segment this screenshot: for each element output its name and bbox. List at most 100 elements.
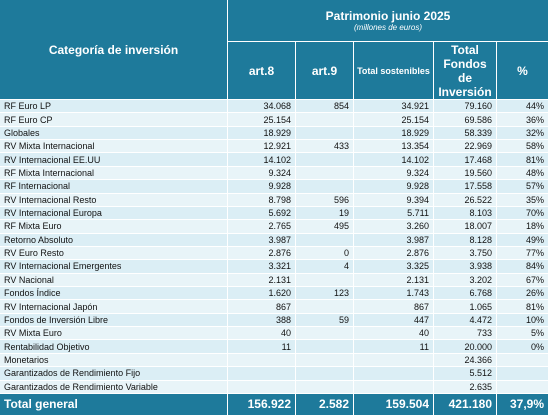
category-header: Categoría de inversión	[0, 0, 228, 100]
cell: 18%	[497, 220, 549, 234]
cell	[497, 380, 549, 394]
cell: 854	[296, 100, 354, 114]
column-header: art.9	[296, 42, 354, 100]
cell: 1.620	[228, 287, 296, 301]
row-label: RF Euro CP	[0, 113, 228, 127]
cell	[296, 233, 354, 247]
cell: 48%	[497, 166, 549, 181]
row-label: RV Mixta Internacional	[0, 140, 228, 154]
cell: 44%	[497, 100, 549, 114]
cell: 3.750	[434, 246, 497, 261]
cell: 4	[296, 260, 354, 274]
row-label: Retorno Absoluto	[0, 233, 228, 247]
total-label: Total general	[0, 393, 228, 416]
cell: 9.324	[354, 166, 434, 181]
cell	[296, 166, 354, 181]
cell: 67%	[497, 273, 549, 288]
cell: 14.102	[228, 153, 296, 167]
row-label: RV Euro Resto	[0, 246, 228, 261]
cell: 5.512	[434, 367, 497, 381]
cell: 9.324	[228, 166, 296, 181]
cell: 59	[296, 313, 354, 328]
row-label: RV Internacional Japón	[0, 300, 228, 314]
cell: 0%	[497, 340, 549, 354]
row-label: Monetarios	[0, 353, 228, 368]
column-header: Total Fondos de Inversión	[434, 42, 497, 100]
row-label: RV Internacional Europa	[0, 206, 228, 221]
cell: 867	[228, 300, 296, 314]
cell	[228, 353, 296, 368]
row-label: RF Mixta Euro	[0, 220, 228, 234]
cell: 447	[354, 313, 434, 328]
cell	[296, 353, 354, 368]
cell	[296, 367, 354, 381]
cell: 22.969	[434, 140, 497, 154]
cell: 26%	[497, 287, 549, 301]
cell: 58.339	[434, 126, 497, 141]
cell: 8.103	[434, 206, 497, 221]
cell	[228, 367, 296, 381]
title: Patrimonio junio 2025	[325, 9, 451, 23]
cell: 24.366	[434, 353, 497, 368]
row-label: Garantizados de Rendimiento Variable	[0, 380, 228, 394]
row-label: RV Internacional EE.UU	[0, 153, 228, 167]
cell	[228, 380, 296, 394]
cell: 9.928	[228, 180, 296, 194]
cell: 5%	[497, 327, 549, 341]
cell: 13.354	[354, 140, 434, 154]
cell: 2.876	[228, 246, 296, 261]
cell: 3.987	[354, 233, 434, 247]
row-label: RV Internacional Resto	[0, 193, 228, 207]
cell: 81%	[497, 153, 549, 167]
cell: 123	[296, 287, 354, 301]
cell: 3.325	[354, 260, 434, 274]
cell: 9.928	[354, 180, 434, 194]
total-cell: 2.582	[296, 393, 354, 416]
row-label: RV Mixta Euro	[0, 327, 228, 341]
cell: 867	[354, 300, 434, 314]
cell: 2.131	[354, 273, 434, 288]
cell	[296, 126, 354, 141]
row-label: Fondos de Inversión Libre	[0, 313, 228, 328]
cell	[296, 300, 354, 314]
total-cell: 421.180	[434, 393, 497, 416]
column-header: art.8	[228, 42, 296, 100]
cell: 11	[354, 340, 434, 354]
total-cell: 159.504	[354, 393, 434, 416]
cell: 5.711	[354, 206, 434, 221]
cell: 3.260	[354, 220, 434, 234]
cell	[296, 153, 354, 167]
cell: 18.007	[434, 220, 497, 234]
row-label: RF Euro LP	[0, 100, 228, 114]
cell: 34.921	[354, 100, 434, 114]
cell: 69.586	[434, 113, 497, 127]
title-cell: Patrimonio junio 2025 (millones de euros…	[228, 0, 549, 42]
cell: 2.635	[434, 380, 497, 394]
row-label: RF Mixta Internacional	[0, 166, 228, 181]
cell: 4.472	[434, 313, 497, 328]
cell: 18.929	[228, 126, 296, 141]
cell: 58%	[497, 140, 549, 154]
cell: 596	[296, 193, 354, 207]
cell: 433	[296, 140, 354, 154]
column-header: Total sostenibles	[354, 42, 434, 100]
cell: 26.522	[434, 193, 497, 207]
cell: 57%	[497, 180, 549, 194]
row-label: RV Nacional	[0, 273, 228, 288]
cell: 49%	[497, 233, 549, 247]
cell: 6.768	[434, 287, 497, 301]
row-label: Garantizados de Rendimiento Fijo	[0, 367, 228, 381]
cell: 84%	[497, 260, 549, 274]
cell: 77%	[497, 246, 549, 261]
row-label: Rentabilidad Objetivo	[0, 340, 228, 354]
cell	[296, 180, 354, 194]
total-cell: 156.922	[228, 393, 296, 416]
cell: 3.987	[228, 233, 296, 247]
cell: 388	[228, 313, 296, 328]
row-label: RF Internacional	[0, 180, 228, 194]
cell	[354, 353, 434, 368]
cell: 1.065	[434, 300, 497, 314]
cell: 19	[296, 206, 354, 221]
cell: 40	[354, 327, 434, 341]
